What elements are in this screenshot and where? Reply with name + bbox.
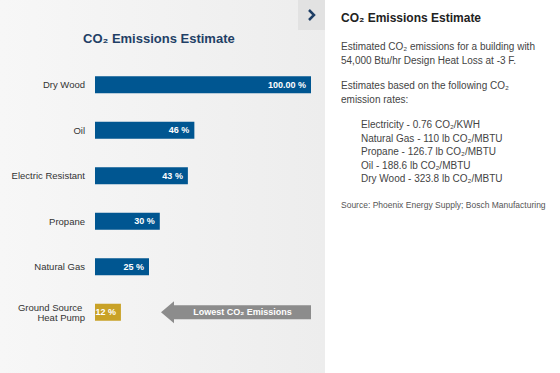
html-text:Estimated CO₂ emissions for a: Estimated CO₂ emissions for a building w… bbox=[341, 41, 535, 66]
html-text:Electricity - 0.76 CO₂/KWH: Electricity - 0.76 CO₂/KWH bbox=[361, 119, 480, 131]
html-text:Source: Phoenix Energy Supply;: Source: Phoenix Energy Supply; Bosch Man… bbox=[341, 199, 546, 210]
svg-text:Natural Gas: Natural Gas bbox=[34, 261, 85, 272]
svg-text:43 %: 43 % bbox=[162, 171, 183, 181]
html-text:CO₂ Emissions Estimate: CO₂ Emissions Estimate bbox=[341, 11, 481, 25]
html-text:Oil - 188.6 lb CO₂/MBTU: Oil - 188.6 lb CO₂/MBTU bbox=[361, 159, 471, 171]
svg-text:Heat Pump: Heat Pump bbox=[37, 312, 85, 323]
svg-text:CO₂ Emissions Estimate: CO₂ Emissions Estimate bbox=[83, 31, 235, 46]
svg-text:Propane: Propane bbox=[49, 216, 85, 227]
svg-text:30 %: 30 % bbox=[134, 216, 155, 226]
svg-text:Dry Wood: Dry Wood bbox=[43, 79, 85, 90]
svg-text:25 %: 25 % bbox=[123, 262, 144, 272]
svg-text:46 %: 46 % bbox=[169, 125, 190, 135]
svg-text:Oil: Oil bbox=[73, 125, 85, 136]
svg-text:100.00 %: 100.00 % bbox=[268, 80, 306, 90]
html-text:Estimates based on the followi: Estimates based on the following CO₂ emi… bbox=[341, 80, 509, 105]
html-text:Propane - 126.7 lb CO₂/MBTU: Propane - 126.7 lb CO₂/MBTU bbox=[361, 146, 497, 158]
html-text:Natural Gas - 110 lb CO₂/MBTU: Natural Gas - 110 lb CO₂/MBTU bbox=[361, 132, 503, 144]
svg-text:Electric Resistant: Electric Resistant bbox=[12, 170, 86, 181]
html-text:Dry Wood - 323.8 lb CO₂/MBTU: Dry Wood - 323.8 lb CO₂/MBTU bbox=[361, 173, 503, 185]
svg-text:12 %: 12 % bbox=[95, 307, 116, 317]
svg-text:Lowest CO₂ Emissions: Lowest CO₂ Emissions bbox=[193, 307, 292, 317]
svg-text:Ground Source: Ground Source bbox=[17, 301, 85, 313]
